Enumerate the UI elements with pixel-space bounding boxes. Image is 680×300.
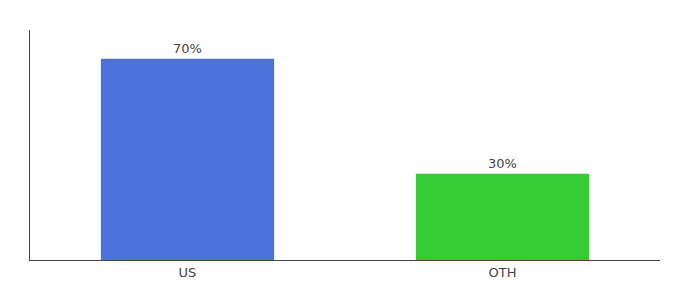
svg-text:70%: 70% — [173, 41, 202, 56]
svg-text:30%: 30% — [488, 156, 517, 171]
svg-text:US: US — [179, 265, 197, 280]
svg-text:OTH: OTH — [489, 265, 517, 280]
